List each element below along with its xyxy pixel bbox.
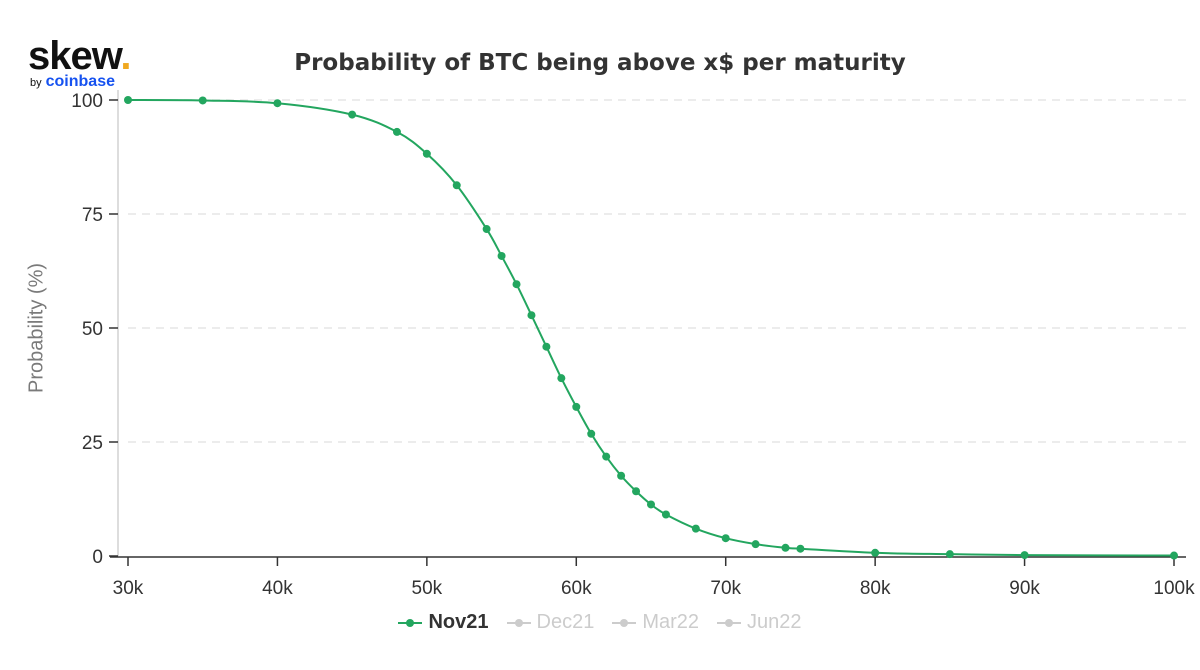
data-point [796, 544, 805, 553]
logo-by: by [30, 77, 42, 89]
chart-title: Probability of BTC being above x$ per ma… [294, 50, 906, 76]
data-point [557, 374, 566, 383]
data-point [497, 251, 506, 260]
logo-wordmark: skew [28, 34, 121, 78]
legend-label: Jun22 [747, 611, 802, 633]
data-point [721, 534, 730, 543]
legend-label: Dec21 [536, 611, 595, 633]
legend-item-jun22[interactable]: Jun22 [717, 611, 802, 634]
data-point [198, 96, 207, 105]
x-tick-label: 90k [1009, 578, 1040, 599]
data-point [1170, 551, 1178, 560]
data-point [422, 149, 431, 158]
data-point [527, 311, 536, 320]
legend-swatch-icon [398, 612, 423, 634]
data-point [124, 96, 132, 104]
legend-label: Nov21 [428, 611, 489, 633]
legend-item-nov21[interactable]: Nov21 [398, 611, 489, 634]
data-point [945, 550, 954, 559]
y-tick-label: 0 [92, 547, 103, 568]
skew-logo: skew. by coinbase [28, 34, 132, 90]
x-tick-label: 80k [860, 578, 891, 599]
data-point [452, 181, 461, 190]
data-point [1020, 551, 1029, 560]
y-tick-label: 25 [82, 433, 103, 454]
x-tick-label: 50k [412, 578, 443, 599]
data-point [617, 471, 626, 480]
data-point [647, 500, 655, 509]
data-point [602, 452, 611, 461]
data-point [273, 99, 282, 108]
data-point [587, 429, 596, 438]
legend-item-mar22[interactable]: Mar22 [612, 611, 699, 634]
legend-swatch-icon [717, 612, 742, 634]
data-point [871, 548, 880, 557]
data-point [751, 540, 760, 549]
legend-swatch-icon [612, 612, 637, 634]
data-point [632, 487, 641, 496]
logo-coinbase: coinbase [45, 73, 115, 90]
data-point [512, 280, 521, 289]
x-tick-label: 30k [113, 578, 144, 599]
data-point [392, 127, 401, 136]
legend-label: Mar22 [642, 611, 700, 633]
logo-dot: . [120, 34, 131, 78]
data-point [572, 402, 581, 411]
x-tick-label: 40k [262, 578, 293, 599]
x-tick-label: 60k [561, 578, 592, 599]
data-point [348, 110, 357, 119]
data-point [482, 225, 491, 234]
data-point [661, 510, 670, 519]
data-point [781, 543, 790, 552]
legend-swatch-icon [506, 612, 531, 634]
data-point [691, 524, 700, 533]
x-tick-label: 100k [1153, 578, 1195, 599]
y-tick-label: 100 [71, 91, 103, 112]
legend-item-dec21[interactable]: Dec21 [506, 611, 595, 634]
y-tick-label: 75 [82, 205, 103, 226]
chart-legend: Nov21 Dec21 Mar22 Jun22 [0, 611, 1200, 634]
data-point [542, 342, 551, 351]
x-tick-label: 70k [710, 578, 741, 599]
y-tick-label: 50 [82, 319, 103, 340]
